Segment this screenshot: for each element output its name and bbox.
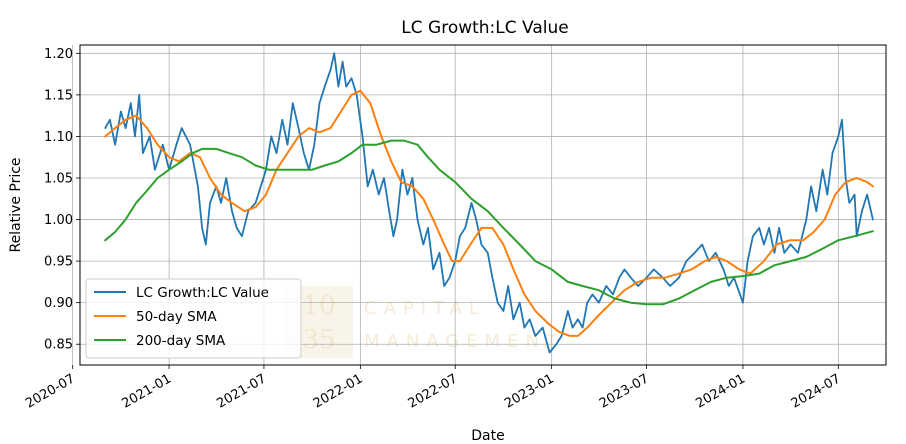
y-tick-label: 0.85	[44, 338, 73, 353]
legend-label-2: 50-day SMA	[136, 309, 217, 325]
x-tick-label: 2022-07	[406, 371, 461, 411]
y-tick-label: 1.00	[44, 213, 73, 228]
legend: LC Growth:LC Value 50-day SMA 200-day SM…	[85, 278, 302, 359]
series-line-sma-50	[104, 89, 874, 337]
watermark-number-1: 10	[302, 291, 335, 321]
y-axis: 0.85 0.90 0.95 1.00 1.05 1.10 1.15 1.20	[44, 47, 80, 353]
y-tick-label: 0.95	[44, 255, 73, 270]
y-tick-label: 1.10	[44, 130, 73, 145]
x-axis: 2020-07 2021-01 2021-07 2022-01 2022-07 2023-…	[23, 365, 843, 412]
x-tick-label: 2023-07	[597, 371, 652, 411]
legend-box	[85, 278, 302, 359]
axes-frame	[79, 44, 887, 366]
watermark-text-1: CAPITAL	[364, 298, 486, 319]
series-line-growth-value	[104, 52, 874, 354]
y-tick-label: 0.90	[44, 296, 73, 311]
x-tick-label: 2020-07	[23, 371, 78, 411]
x-tick-label: 2021-07	[214, 371, 269, 411]
y-tick-label: 1.15	[44, 88, 73, 103]
x-axis-label: Date	[471, 428, 504, 444]
y-tick-label: 1.05	[44, 171, 73, 186]
chart-title: LC Growth:LC Value	[401, 18, 568, 38]
x-tick-label: 2023-01	[502, 371, 557, 411]
x-tick-label: 2024-07	[789, 371, 844, 411]
x-tick-label: 2024-01	[693, 371, 748, 411]
watermark-logo: 10 35 CAPITAL MANAGEMENT	[285, 286, 564, 358]
legend-label-3: 200-day SMA	[136, 333, 226, 349]
plot-area	[104, 52, 874, 354]
x-tick-label: 2022-01	[311, 371, 366, 411]
watermark-number-2: 35	[302, 325, 335, 355]
y-axis-label: Relative Price	[8, 157, 24, 252]
watermark-text-2: MANAGEMENT	[364, 331, 564, 352]
series-line-sma-200	[104, 139, 874, 306]
legend-label-1: LC Growth:LC Value	[136, 285, 269, 301]
x-tick-label: 2021-01	[120, 371, 175, 411]
y-tick-label: 1.20	[44, 47, 73, 62]
